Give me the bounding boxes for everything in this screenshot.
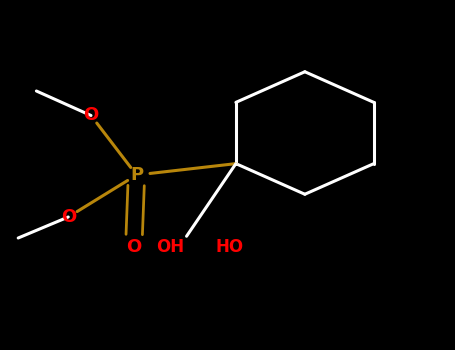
- Text: OH: OH: [157, 238, 185, 256]
- Text: O: O: [61, 208, 76, 226]
- Text: O: O: [83, 106, 99, 125]
- Text: HO: HO: [216, 238, 244, 256]
- Text: P: P: [130, 166, 143, 184]
- Text: O: O: [126, 238, 142, 256]
